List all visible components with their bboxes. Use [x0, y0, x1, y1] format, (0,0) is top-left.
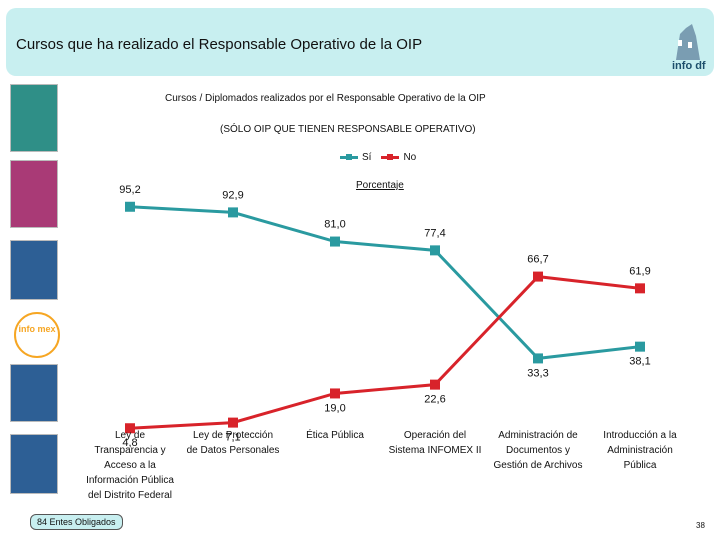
infomex-logo: info mex [14, 312, 60, 358]
entities-count-badge: 84 Entes Obligados [30, 514, 123, 530]
report-thumbnail [10, 84, 58, 152]
data-point-si [635, 341, 645, 352]
x-tick-label: Pública [624, 460, 657, 471]
x-tick-label: Ética Pública [306, 428, 364, 441]
data-label: 95,2 [119, 184, 140, 196]
legend-item-si: Sí [340, 152, 371, 163]
legend-swatch-si [340, 154, 358, 160]
chart-subtitle: (SÓLO OIP QUE TIENEN RESPONSABLE OPERATI… [220, 124, 476, 135]
x-tick-label: Información Pública [86, 475, 174, 486]
x-tick-label: de Datos Personales [187, 445, 280, 456]
report-thumbnail [10, 364, 58, 422]
data-label: 66,7 [527, 254, 548, 266]
data-point-si [125, 201, 135, 212]
data-label: 22,6 [424, 394, 445, 406]
data-point-si [330, 236, 340, 247]
data-point-no [430, 379, 440, 390]
data-point-si [430, 245, 440, 256]
page-title: Cursos que ha realizado el Responsable O… [16, 36, 423, 53]
data-label: 77,4 [424, 227, 445, 239]
logo-text: info df [672, 60, 706, 72]
report-thumbnail [10, 160, 58, 228]
legend-item-no: No [381, 152, 416, 163]
x-tick-label: Sistema INFOMEX II [389, 445, 482, 456]
x-tick-label: Ley de Protección [193, 430, 273, 441]
x-tick-label: Administración de [498, 430, 578, 441]
data-label: 7,1 [225, 432, 240, 444]
x-tick-label: Gestión de Archivos [494, 460, 583, 471]
data-label: 92,9 [222, 189, 243, 201]
report-thumbnail [10, 434, 58, 494]
series-line-no [129, 275, 641, 430]
x-tick-label: Administración [607, 445, 673, 456]
legend-swatch-no [381, 154, 400, 160]
data-point-no [228, 417, 238, 428]
page-number: 38 [696, 521, 705, 530]
chart-title: Cursos / Diplomados realizados por el Re… [165, 93, 486, 104]
data-label: 33,3 [527, 367, 548, 379]
report-thumbnail [10, 240, 58, 300]
y-axis-label: Porcentaje [356, 180, 404, 191]
data-label: 81,0 [324, 219, 345, 231]
header-banner: Cursos que ha realizado el Responsable O… [6, 8, 714, 76]
x-tick-label: Operación del [404, 430, 466, 441]
x-tick-label: Transparencia y [94, 445, 165, 456]
infomex-text: info mex [18, 324, 56, 334]
data-point-no [635, 283, 645, 294]
legend-label-no: No [403, 152, 417, 163]
chart-legend: Sí No [340, 152, 416, 163]
x-tick-label: del Distrito Federal [88, 490, 172, 501]
x-tick-label: Ley de [115, 430, 145, 441]
data-label: 61,9 [629, 265, 650, 277]
data-label: 38,1 [629, 356, 650, 368]
legend-label-si: Sí [362, 152, 372, 163]
data-point-no [125, 423, 135, 434]
x-tick-label: Introducción a la [603, 430, 677, 441]
building-logo-icon [676, 24, 700, 60]
x-tick-label: Documentos y [506, 445, 570, 456]
data-label: 4,8 [122, 437, 137, 449]
data-label: 19,0 [324, 402, 345, 414]
x-tick-label: Acceso a la [104, 460, 156, 471]
series-line-si [129, 205, 641, 360]
data-point-no [533, 271, 543, 282]
data-point-si [533, 353, 543, 364]
data-point-no [330, 388, 340, 399]
data-point-si [228, 207, 238, 218]
